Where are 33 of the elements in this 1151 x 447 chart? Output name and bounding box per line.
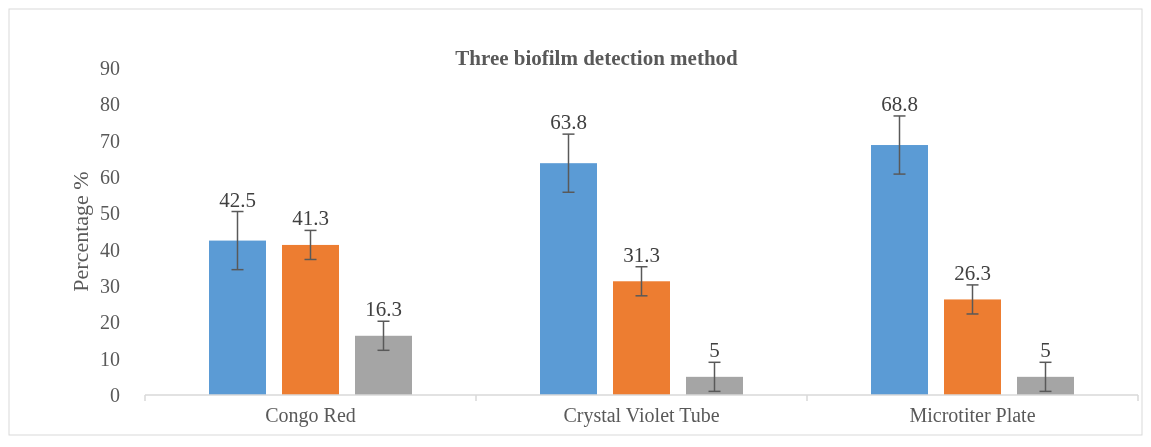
y-tick-label: 0 <box>110 384 120 406</box>
data-label: 16.3 <box>365 297 402 322</box>
bar <box>355 335 412 395</box>
bar <box>944 299 1001 395</box>
x-tick-label: Microtiter Plate <box>909 404 1036 426</box>
y-tick-label: 70 <box>100 129 120 152</box>
bar <box>613 281 670 395</box>
y-tick-label: 30 <box>100 275 120 297</box>
x-tick-label: Congo Red <box>265 404 356 427</box>
y-tick-label: 80 <box>100 93 120 116</box>
data-label: 26.3 <box>954 260 991 285</box>
data-label: 63.8 <box>550 110 587 135</box>
y-tick-label: 90 <box>100 57 120 79</box>
y-tick-label: 40 <box>100 238 120 261</box>
chart-title: Three biofilm detection method <box>455 46 739 70</box>
data-label: 42.5 <box>219 187 256 212</box>
data-label: 41.3 <box>292 206 329 231</box>
data-label: 5 <box>709 338 720 363</box>
bar <box>1017 376 1074 395</box>
bar <box>209 240 266 395</box>
y-tick-label: 60 <box>100 166 120 188</box>
bar <box>540 163 597 395</box>
data-label: 31.3 <box>623 242 660 267</box>
y-axis-title: Percentage % <box>68 171 93 292</box>
data-label: 68.8 <box>881 91 918 116</box>
y-tick-label: 50 <box>100 202 120 225</box>
bar <box>871 145 928 395</box>
y-tick-label: 10 <box>100 347 120 370</box>
bar <box>686 376 743 395</box>
x-tick-label: Crystal Violet Tube <box>563 404 720 427</box>
y-tick-label: 20 <box>100 311 120 334</box>
bar <box>282 244 339 395</box>
data-label: 5 <box>1040 338 1051 363</box>
